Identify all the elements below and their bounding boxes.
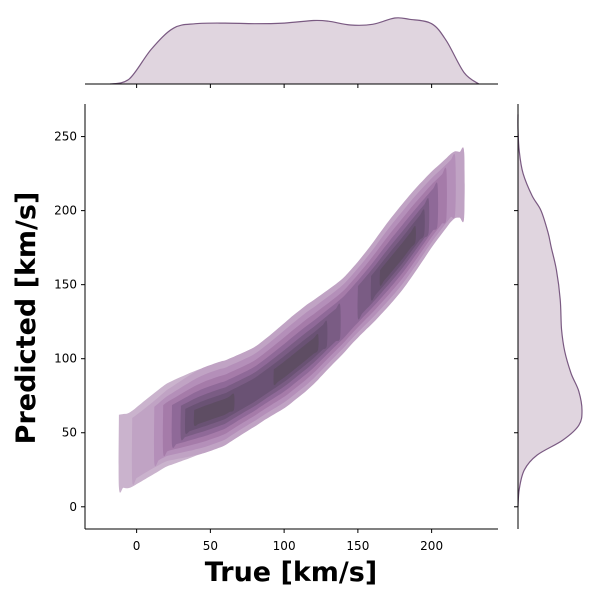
y-axis-title: Predicted [km/s]	[11, 192, 42, 445]
x-axis-title: True [km/s]	[205, 557, 377, 588]
x-tick-label: 50	[203, 539, 218, 553]
x-axis-ticks: 0 50 100 150 200	[133, 529, 443, 553]
x-tick-label: 0	[133, 539, 141, 553]
marginal-x-fill	[110, 17, 479, 84]
x-tick-label: 150	[346, 539, 369, 553]
y-tick-label: 250	[54, 130, 77, 144]
contour-level-8	[193, 393, 235, 427]
y-tick-label: 0	[69, 500, 77, 514]
y-tick-label: 100	[54, 352, 77, 366]
y-tick-label: 50	[62, 426, 77, 440]
y-tick-label: 150	[54, 278, 77, 292]
contour-level-8	[273, 333, 319, 386]
marginal-y-line	[517, 114, 583, 507]
marginal-x-line	[109, 17, 480, 85]
marginal-x-density	[85, 17, 498, 88]
joint-density	[118, 147, 465, 493]
x-tick-label: 200	[420, 539, 443, 553]
contour-level-8	[379, 225, 416, 286]
marginal-y-fill	[517, 114, 582, 507]
marginal-y-density	[514, 104, 583, 529]
y-axis-ticks: 0 50 100 150 200 250	[54, 130, 85, 514]
x-tick-label: 100	[273, 539, 296, 553]
axes	[84, 104, 498, 530]
y-tick-label: 200	[54, 204, 77, 218]
